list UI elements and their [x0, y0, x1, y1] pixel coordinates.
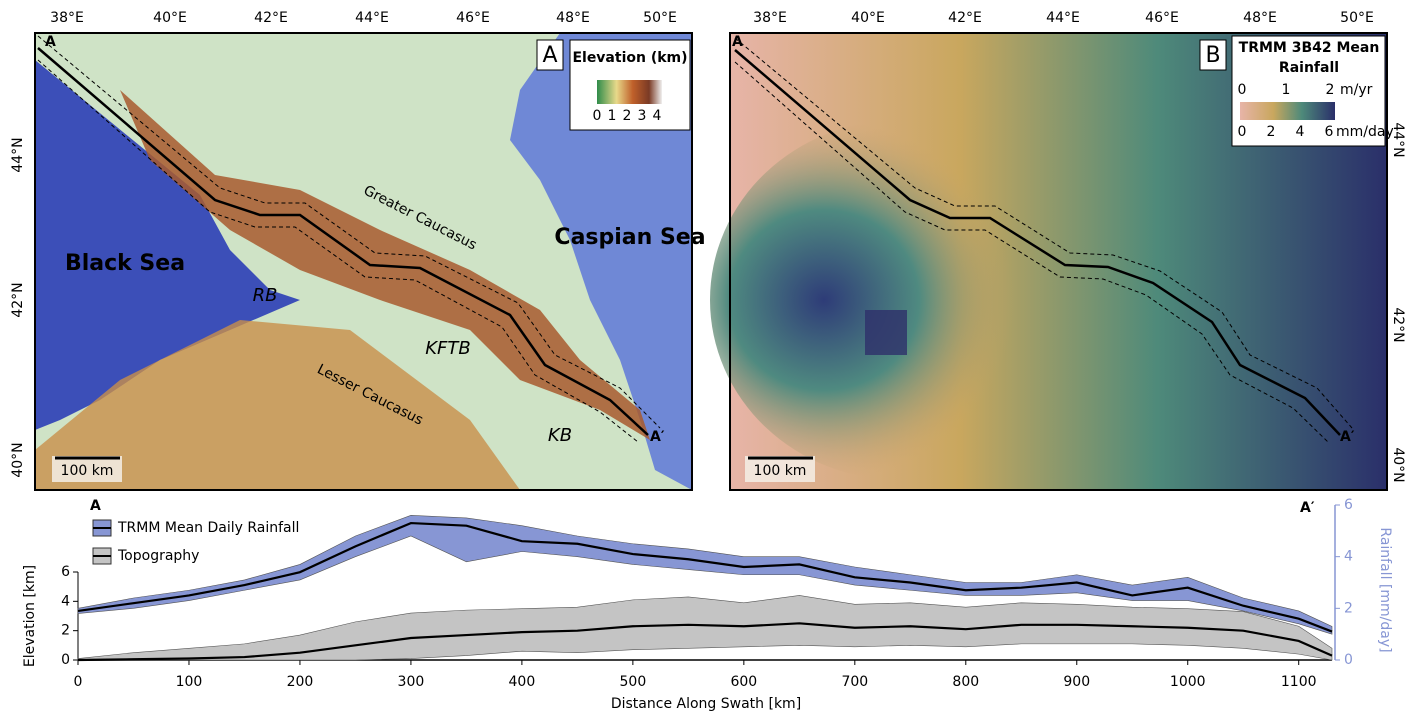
x-tick-label: 700 [841, 674, 868, 690]
end-label: A′ [650, 429, 665, 445]
legend-tick: 3 [638, 108, 647, 124]
legend-title-box: TRMM 3B42 Mean Rainfall [1234, 38, 1384, 80]
y2-tick-label: 6 [1344, 497, 1353, 513]
lon-label: 46°E [1145, 10, 1179, 26]
y2-tick-label: 0 [1344, 652, 1353, 668]
legend-label: Topography [117, 548, 199, 564]
lat-label: 42°N [1390, 307, 1406, 342]
x-tick-label: 1100 [1281, 674, 1317, 690]
legend-tick: 0 [1238, 124, 1247, 140]
legend-tick: 2 [623, 108, 632, 124]
map-b: B TRMM 3B42 Mean Rainfall m/yr mm/day A … [710, 33, 1394, 490]
legend-tick: 4 [1296, 124, 1305, 140]
legend-unit: m/yr [1340, 82, 1373, 98]
lon-label: 50°E [643, 10, 677, 26]
figure: A Elevation (km) A A′ 100 km B TRMM 3B42… [0, 0, 1414, 717]
panel-letter: A [542, 43, 557, 68]
lon-label: 44°E [1046, 10, 1080, 26]
map-label: RB [253, 285, 278, 306]
lat-label: 44°N [1390, 122, 1406, 157]
panel-letter: B [1205, 43, 1220, 68]
legend-unit: mm/day [1336, 124, 1394, 140]
x-tick-label: 800 [952, 674, 979, 690]
map-label: KB [548, 425, 572, 446]
wet-zone [710, 120, 1090, 480]
x-tick-label: 300 [398, 674, 425, 690]
lon-label: 42°E [948, 10, 982, 26]
y-tick-label: 2 [61, 623, 70, 639]
legend-title: Elevation (km) [572, 50, 687, 66]
x-tick-label: 400 [509, 674, 536, 690]
legend-tick: 2 [1326, 82, 1335, 98]
lon-label: 48°E [556, 10, 590, 26]
x-tick-label: 1000 [1170, 674, 1206, 690]
lat-label: 44°N [10, 137, 26, 172]
x-tick-label: 500 [620, 674, 647, 690]
start-label: A [45, 34, 56, 50]
y-axis-label: Elevation [km] [22, 565, 38, 667]
map-label: KFTB [425, 338, 471, 359]
lon-label: 44°E [355, 10, 389, 26]
lon-label: 38°E [753, 10, 787, 26]
y2-tick-label: 2 [1344, 600, 1353, 616]
lat-label: 40°N [10, 442, 26, 477]
x-tick-label: 0 [74, 674, 83, 690]
y2-tick-label: 4 [1344, 549, 1353, 565]
start-label: A [90, 498, 101, 514]
lat-label: 42°N [10, 282, 26, 317]
end-label: A′ [1300, 500, 1315, 516]
legend-tick: 4 [653, 108, 662, 124]
map-label: Black Sea [65, 251, 185, 276]
lat-label: 40°N [1390, 447, 1406, 482]
lon-label: 48°E [1243, 10, 1277, 26]
legend-tick: 6 [1325, 124, 1334, 140]
colorbar [1240, 102, 1335, 120]
lon-label: 40°E [153, 10, 187, 26]
lon-label: 42°E [254, 10, 288, 26]
y-tick-label: 0 [61, 652, 70, 668]
x-axis-label: Distance Along Swath [km] [611, 696, 801, 712]
x-tick-label: 100 [176, 674, 203, 690]
legend-tick: 2 [1267, 124, 1276, 140]
y-tick-label: 4 [61, 593, 70, 609]
map-label: Caspian Sea [554, 225, 705, 250]
range-band [78, 595, 1332, 660]
x-tick-label: 600 [730, 674, 757, 690]
x-tick-label: 900 [1063, 674, 1090, 690]
lon-label: 50°E [1340, 10, 1374, 26]
lon-label: 46°E [456, 10, 490, 26]
legend-label: TRMM Mean Daily Rainfall [117, 520, 299, 536]
legend-tick: 0 [1238, 82, 1247, 98]
start-label: A [732, 34, 743, 50]
scale-label: 100 km [754, 463, 807, 479]
colorbar [597, 80, 662, 104]
legend-tick: 1 [1282, 82, 1291, 98]
y-tick-label: 6 [61, 564, 70, 580]
lon-label: 38°E [50, 10, 84, 26]
y2-axis-label: Rainfall [mm/day] [1377, 527, 1393, 652]
scale-label: 100 km [61, 463, 114, 479]
x-tick-label: 200 [287, 674, 314, 690]
lon-label: 40°E [851, 10, 885, 26]
legend-title: TRMM 3B42 Mean Rainfall [1234, 38, 1384, 78]
legend-tick: 1 [608, 108, 617, 124]
wet-cell [865, 310, 907, 355]
legend-tick: 0 [593, 108, 602, 124]
end-label: A′ [1340, 429, 1355, 445]
